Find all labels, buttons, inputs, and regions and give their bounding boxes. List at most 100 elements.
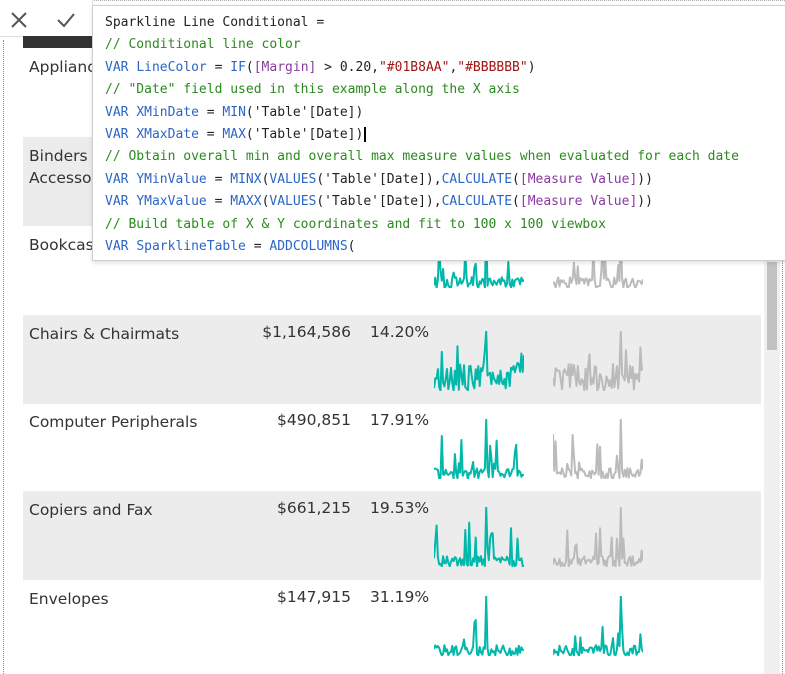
code-token: MAX [222, 126, 246, 142]
code-token: // Conditional line color [105, 37, 301, 53]
code-token: MINX [230, 171, 262, 187]
canvas-left-border [3, 40, 4, 674]
code-token: = [198, 126, 223, 142]
code-token: ( [512, 171, 520, 187]
code-line: VAR XMaxDate = MAX('Table'[Date]) [105, 124, 739, 146]
dax-formula-editor[interactable]: Sparkline Line Conditional = // Condition… [92, 5, 785, 261]
code-token: CALCULATE [441, 194, 513, 210]
margin-cell: 14.20% [370, 323, 430, 341]
code-token: Sparkline Line Conditional = [105, 15, 325, 30]
sales-cell: $661,215 [277, 499, 351, 517]
sparkline-alternate [552, 227, 644, 292]
code-token: ('Table'[Date]) [245, 126, 364, 142]
code-token: = [206, 171, 231, 187]
scrollbar-thumb[interactable] [767, 262, 777, 350]
code-token: // "Date" field used in this example alo… [105, 82, 520, 98]
table-row[interactable]: Copiers and Fax $661,215 19.53% [23, 491, 761, 580]
commit-button[interactable] [52, 8, 80, 32]
formula-bar-buttons [0, 0, 93, 37]
code-line: // Conditional line color [105, 34, 739, 56]
code-token: ('Table'[Date]) [245, 104, 364, 120]
code-token: = [198, 104, 223, 120]
code-line: // Build table of X & Y coordinates and … [105, 214, 739, 236]
code-token: XMaxDate [136, 126, 199, 142]
margin-cell: 31.19% [370, 588, 430, 606]
code-token: VALUES [269, 171, 317, 187]
category-cell: Copiers and Fax [29, 501, 153, 519]
table-row[interactable]: Bookcas [23, 226, 761, 315]
code-token: )) [637, 171, 653, 187]
code-token: > 0.20, [316, 59, 379, 75]
code-token: VAR [105, 171, 137, 187]
code-token: SparklineTable [136, 238, 246, 254]
sales-cell: $1,164,586 [262, 323, 351, 341]
category-cell: Chairs & Chairmats [29, 325, 180, 343]
code-token: // Obtain overall min and overall max me… [105, 149, 739, 165]
code-token: ('Table'[Date]), [316, 171, 442, 187]
code-line: // Obtain overall min and overall max me… [105, 146, 739, 168]
code-token: ( [245, 59, 254, 75]
code-token: VAR [105, 238, 137, 254]
code-token: VALUES [269, 194, 317, 210]
code-line: VAR YMinValue = MINX(VALUES('Table'[Date… [105, 169, 739, 191]
code-token: )) [637, 194, 653, 210]
code-token: // Build table of X & Y coordinates and … [105, 216, 606, 232]
code-line: VAR YMaxValue = MAXX(VALUES('Table'[Date… [105, 191, 739, 213]
code-token: ( [347, 238, 356, 254]
checkmark-icon [57, 13, 75, 28]
code-token: "#01B8AA" [378, 59, 450, 75]
code-token: = [206, 194, 231, 210]
code-token: MIN [222, 104, 246, 120]
table-row[interactable]: Envelopes $147,915 31.19% [23, 580, 761, 669]
code-token: = [206, 59, 231, 75]
sales-cell: $147,915 [277, 588, 351, 606]
sparkline-conditional [433, 227, 525, 292]
margin-cell: 19.53% [370, 499, 430, 517]
formula-code[interactable]: Sparkline Line Conditional = // Condition… [105, 12, 739, 258]
text-cursor [364, 126, 367, 142]
code-token: VAR [105, 194, 137, 210]
code-token: , [449, 59, 458, 75]
category-cell: Envelopes [29, 590, 109, 608]
sparkline-alternate [552, 506, 644, 571]
scrollbar-track[interactable] [764, 260, 780, 674]
code-line: Sparkline Line Conditional = [105, 12, 739, 34]
code-token: LineColor [136, 59, 207, 75]
code-token: ('Table'[Date]), [316, 194, 442, 210]
code-line: // "Date" field used in this example alo… [105, 79, 739, 101]
code-token: [Measure Value] [519, 171, 638, 187]
code-token: CALCULATE [441, 171, 513, 187]
code-line: VAR XMinDate = MIN('Table'[Date]) [105, 102, 739, 124]
code-token: ( [512, 194, 520, 210]
code-token: VAR [105, 104, 137, 120]
sparkline-alternate [552, 330, 644, 395]
header-strip [23, 36, 95, 48]
code-token: IF [230, 59, 246, 75]
code-token: ADDCOLUMNS [269, 238, 348, 254]
code-token: [Margin] [253, 59, 317, 75]
close-icon [11, 12, 27, 28]
sparkline-conditional [433, 595, 525, 660]
code-token: VAR [105, 59, 137, 75]
sales-cell: $490,851 [277, 411, 351, 429]
code-token: VAR [105, 126, 137, 142]
table-row[interactable]: Chairs & Chairmats $1,164,586 14.20% [23, 315, 761, 404]
code-token: = [245, 238, 270, 254]
cancel-button[interactable] [5, 8, 33, 32]
code-line: VAR SparklineTable = ADDCOLUMNS( [105, 236, 739, 258]
sparkline-alternate [552, 595, 644, 660]
margin-cell: 17.91% [370, 411, 430, 429]
category-cell: Computer Peripherals [29, 413, 198, 431]
code-token: [Measure Value] [519, 194, 638, 210]
canvas-top-border [0, 0, 785, 1]
code-token: YMinValue [136, 171, 207, 187]
code-token: ( [261, 194, 270, 210]
table-row[interactable]: Applianc [23, 48, 761, 137]
code-line: VAR LineColor = IF([Margin] > 0.20,"#01B… [105, 57, 739, 79]
code-token: ( [261, 171, 270, 187]
table-row[interactable]: Computer Peripherals $490,851 17.91% [23, 403, 761, 492]
code-token: MAXX [230, 194, 262, 210]
code-token: ) [527, 59, 536, 75]
sparkline-conditional [433, 418, 525, 483]
category-cell: Applianc [29, 58, 96, 76]
